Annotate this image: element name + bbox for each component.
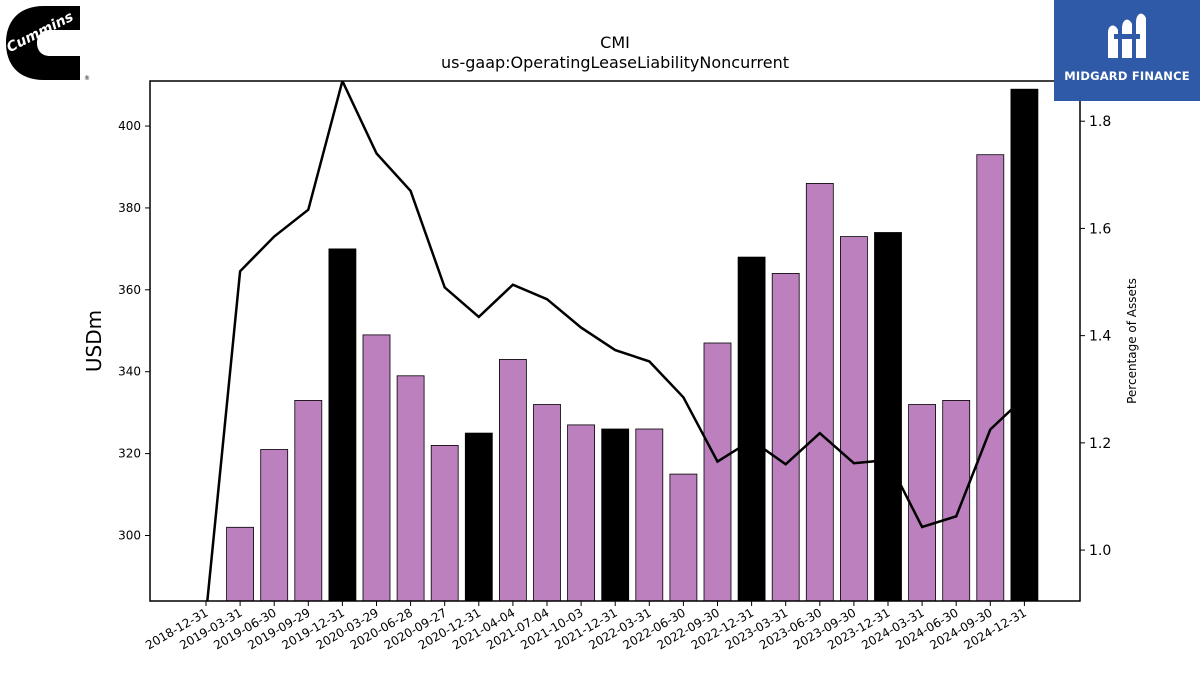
bar-2021-07-04 [533, 404, 561, 602]
y-tick-label: 300 [118, 528, 141, 542]
bar-2023-12-31 [874, 232, 902, 602]
bar-2023-09-30 [840, 236, 868, 602]
y2-tick-label: 1.8 [1089, 114, 1111, 130]
bar-2020-12-31 [464, 432, 493, 602]
bar-2021-04-04 [498, 358, 527, 602]
bar-2021-12-31 [601, 428, 630, 602]
bar-2019-12-31 [328, 248, 357, 602]
bar-2023-03-31 [771, 272, 800, 602]
bar-2022-03-31 [635, 428, 664, 602]
chart-title: CMI [600, 33, 630, 52]
y-tick-label: 320 [118, 447, 141, 461]
midgard-logo-text: MIDGARD FINANCE [1064, 69, 1190, 83]
chart-subtitle: us-gaap:OperatingLeaseLiabilityNoncurren… [441, 53, 789, 72]
bar-2020-06-28 [396, 375, 425, 602]
y-tick-label: 360 [118, 283, 141, 297]
midgard-logo-mark [1108, 13, 1146, 58]
bar-2024-03-31 [908, 404, 936, 602]
y-axis-label: USDm [82, 310, 106, 372]
bar-2019-06-30 [260, 449, 289, 602]
y-tick-label: 340 [118, 365, 141, 379]
cummins-logo: Cummins ® [0, 0, 95, 85]
bar-2022-09-30 [703, 342, 732, 602]
bar-2022-06-30 [669, 473, 698, 602]
bar-2019-03-31 [226, 526, 255, 602]
y2-axis-label: Percentage of Assets [1125, 278, 1139, 404]
y2-tick-label: 1.2 [1089, 436, 1111, 452]
bar-2020-03-29 [362, 334, 391, 602]
bar-2019-09-29 [294, 399, 323, 602]
y2-tick-label: 1.6 [1089, 221, 1111, 237]
bar-2023-06-30 [805, 182, 834, 602]
bar-2021-10-03 [567, 424, 595, 602]
cummins-logo-mark: Cummins ® [4, 6, 90, 82]
bar-2022-12-31 [737, 256, 766, 602]
line-series [206, 81, 1026, 601]
bar-2024-12-31 [1010, 88, 1039, 602]
bar-2024-06-30 [942, 399, 971, 602]
y2-tick-label: 1.4 [1089, 329, 1111, 345]
bar-2020-09-27 [430, 444, 459, 602]
midgard-finance-logo: MIDGARD FINANCE [1054, 0, 1200, 101]
bar-2024-09-30 [976, 154, 1005, 602]
y-tick-label: 380 [118, 201, 141, 215]
svg-text:®: ® [84, 75, 90, 82]
plot-area: 3003203403603804001.01.21.41.61.82018-12… [118, 80, 1111, 652]
y2-tick-label: 1.0 [1089, 543, 1111, 559]
y-tick-label: 400 [118, 119, 141, 133]
